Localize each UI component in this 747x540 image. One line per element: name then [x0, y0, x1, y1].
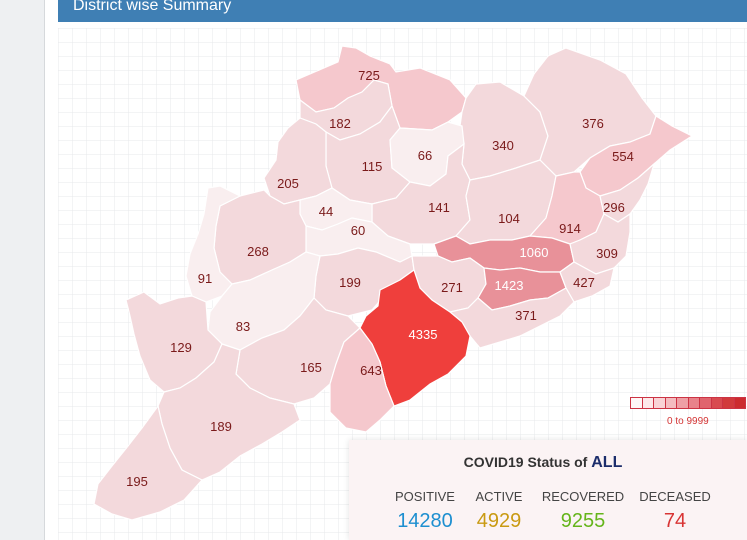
- label-296: 296: [603, 200, 625, 215]
- label-104: 104: [498, 211, 520, 226]
- stat-active-label: ACTIVE: [475, 489, 523, 504]
- legend-swatch: [700, 398, 712, 408]
- label-91: 91: [198, 271, 212, 286]
- stat-positive-label: POSITIVE: [395, 489, 455, 504]
- label-643: 643: [360, 363, 382, 378]
- label-165: 165: [300, 360, 322, 375]
- label-182: 182: [329, 116, 351, 131]
- legend-swatch: [665, 398, 677, 408]
- legend-swatch: [642, 398, 654, 408]
- stat-recovered: RECOVERED 9255: [535, 489, 631, 533]
- label-205: 205: [277, 176, 299, 191]
- label-195: 195: [126, 474, 148, 489]
- label-60: 60: [351, 223, 365, 238]
- stat-deceased: DECEASED 74: [633, 489, 717, 533]
- label-4335: 4335: [409, 327, 438, 342]
- stat-active-value: 4929: [476, 510, 522, 532]
- label-427: 427: [573, 275, 595, 290]
- district-value-labels: 725 182 340 376 115 66 554 205 141 44 10…: [126, 68, 634, 489]
- covid-status-box: COVID19 Status of ALL POSITIVE 14280 ACT…: [349, 440, 747, 540]
- legend-swatch: [711, 398, 723, 408]
- legend-swatch: [677, 398, 689, 408]
- label-189: 189: [210, 419, 232, 434]
- label-199: 199: [339, 275, 361, 290]
- status-title-scope: ALL: [591, 454, 623, 471]
- stat-deceased-value: 74: [663, 510, 687, 532]
- label-115: 115: [362, 159, 383, 174]
- label-268: 268: [247, 244, 269, 259]
- label-376: 376: [582, 116, 604, 131]
- label-271: 271: [441, 280, 463, 295]
- legend-color-scale: [630, 397, 746, 409]
- legend-swatch: [631, 398, 643, 408]
- stat-positive: POSITIVE 14280: [375, 489, 475, 533]
- label-129: 129: [170, 340, 192, 355]
- legend-swatch: [723, 398, 735, 408]
- legend-swatch: [688, 398, 700, 408]
- label-914: 914: [559, 221, 581, 236]
- label-66: 66: [418, 148, 432, 163]
- stat-recovered-label: RECOVERED: [541, 489, 625, 504]
- page-left-margin: [0, 0, 44, 540]
- stat-deceased-label: DECEASED: [639, 489, 711, 504]
- status-title: COVID19 Status of ALL: [349, 454, 747, 472]
- panel-header: District wise Summary: [58, 0, 747, 22]
- legend-range-label: 0 to 9999: [667, 416, 709, 427]
- district-643[interactable]: [329, 327, 395, 433]
- label-340: 340: [492, 138, 514, 153]
- stat-recovered-value: 9255: [560, 510, 606, 532]
- legend-swatch: [734, 398, 745, 408]
- panel-title: District wise Summary: [73, 0, 232, 14]
- label-1060: 1060: [520, 245, 549, 260]
- label-371: 371: [515, 308, 537, 323]
- stat-positive-value: 14280: [397, 510, 453, 532]
- status-title-prefix: COVID19 Status of: [463, 454, 588, 470]
- legend-swatch: [654, 398, 666, 408]
- label-141: 141: [428, 200, 450, 215]
- label-44: 44: [319, 204, 333, 219]
- district-371[interactable]: [448, 287, 575, 349]
- label-554: 554: [612, 149, 634, 164]
- district-309[interactable]: [569, 212, 631, 275]
- label-83: 83: [236, 319, 250, 334]
- stat-active: ACTIVE 4929: [459, 489, 539, 533]
- label-725: 725: [358, 68, 380, 83]
- label-1423: 1423: [495, 278, 524, 293]
- map-legend: 0 to 9999: [630, 397, 747, 427]
- district-195[interactable]: [93, 404, 203, 521]
- label-309: 309: [596, 246, 618, 261]
